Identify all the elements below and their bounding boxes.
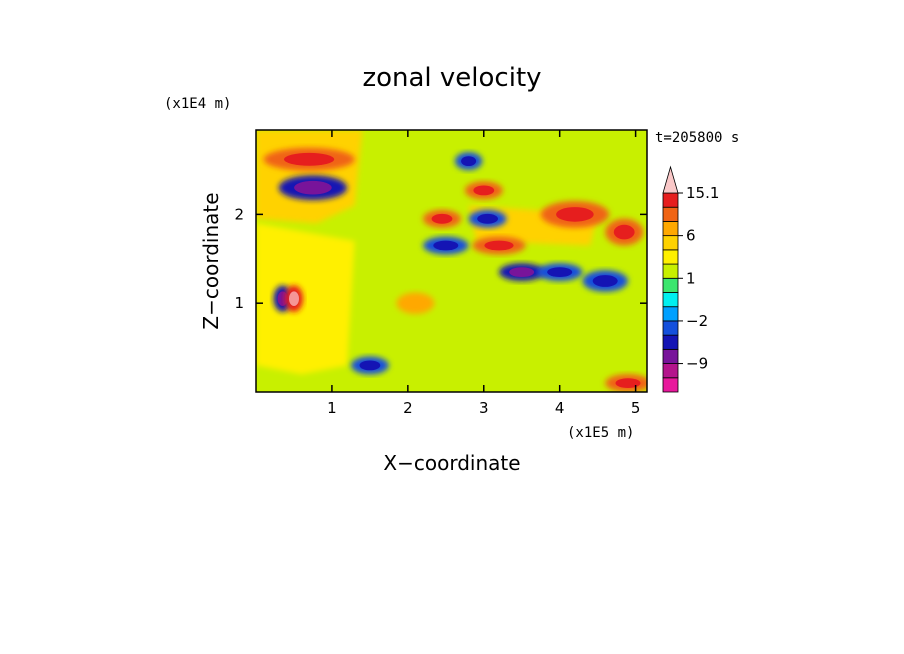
field-blob-17 [396, 325, 465, 379]
field-blob-core-6 [431, 213, 453, 224]
colorbar-segment [662, 206, 679, 222]
field-blob-core-2 [284, 152, 335, 166]
band-mixed-left [256, 223, 355, 375]
colorbar-segment [662, 348, 679, 364]
colorbar-segment [662, 334, 679, 350]
x-tick-label: 2 [403, 399, 413, 417]
field-blob-core-20 [615, 378, 641, 388]
x-tick-label: 5 [631, 399, 641, 417]
field-blob-core-5 [477, 213, 498, 224]
colorbar-segment [662, 292, 679, 308]
colorbar-tick-label: 6 [686, 227, 696, 245]
colorbar-segment [662, 192, 679, 208]
x-axis-label: X−coordinate [383, 451, 520, 475]
colorbar-tick-label: 15.1 [686, 184, 719, 202]
field-blob-18 [498, 325, 591, 379]
colorbar-tick-label: −9 [686, 355, 708, 373]
field-blob-core-9 [509, 267, 535, 277]
y-axis-ticks: 12 [234, 205, 647, 312]
colorbar-segment [662, 306, 679, 322]
colorbar-segment [662, 263, 679, 279]
colorbar: 15.1 6 1 −2 −9 [662, 165, 719, 393]
field-blob-core-8 [484, 240, 514, 251]
field-blob-16 [396, 292, 435, 314]
chart-title: zonal velocity [362, 63, 541, 93]
colorbar-segment [662, 377, 679, 393]
velocity-field [256, 130, 647, 392]
colorbar-segment [662, 221, 679, 237]
x-tick-label: 4 [555, 399, 565, 417]
x-scale-label: (x1E5 m) [567, 425, 634, 441]
y-scale-label: (x1E4 m) [164, 96, 231, 112]
x-tick-label: 1 [327, 399, 337, 417]
field-blob-core-1 [294, 180, 332, 195]
field-blob-core-13 [613, 224, 635, 240]
field-blob-core-3 [461, 156, 477, 167]
field-blob-core-10 [547, 267, 573, 277]
colorbar-segment [662, 249, 679, 265]
field-blob-core-15 [289, 291, 299, 307]
x-tick-label: 3 [479, 399, 489, 417]
y-tick-label: 1 [234, 294, 244, 312]
colorbar-segment [662, 320, 679, 336]
colorbar-segment [662, 235, 679, 251]
field-blob-core-19 [359, 360, 381, 371]
colorbar-tick-label: 1 [686, 269, 696, 287]
field-blob-core-7 [433, 240, 459, 251]
field-blob-core-11 [592, 275, 618, 287]
colorbar-segment [662, 363, 679, 379]
x-axis-ticks: 1 2 3 4 5 [327, 130, 640, 417]
plot-area [256, 130, 647, 392]
colorbar-tick-label: −2 [686, 312, 708, 330]
time-label: t=205800 s [655, 130, 739, 146]
colorbar-segment [662, 277, 679, 293]
field-blob-core-12 [556, 207, 594, 222]
y-axis-label: Z−coordinate [199, 192, 223, 329]
field-blob-core-14 [277, 291, 288, 307]
field-blob-core-4 [473, 185, 495, 196]
plot-frame [255, 129, 648, 393]
y-tick-label: 2 [234, 205, 244, 223]
colorbar-extend-arrow [662, 165, 679, 194]
